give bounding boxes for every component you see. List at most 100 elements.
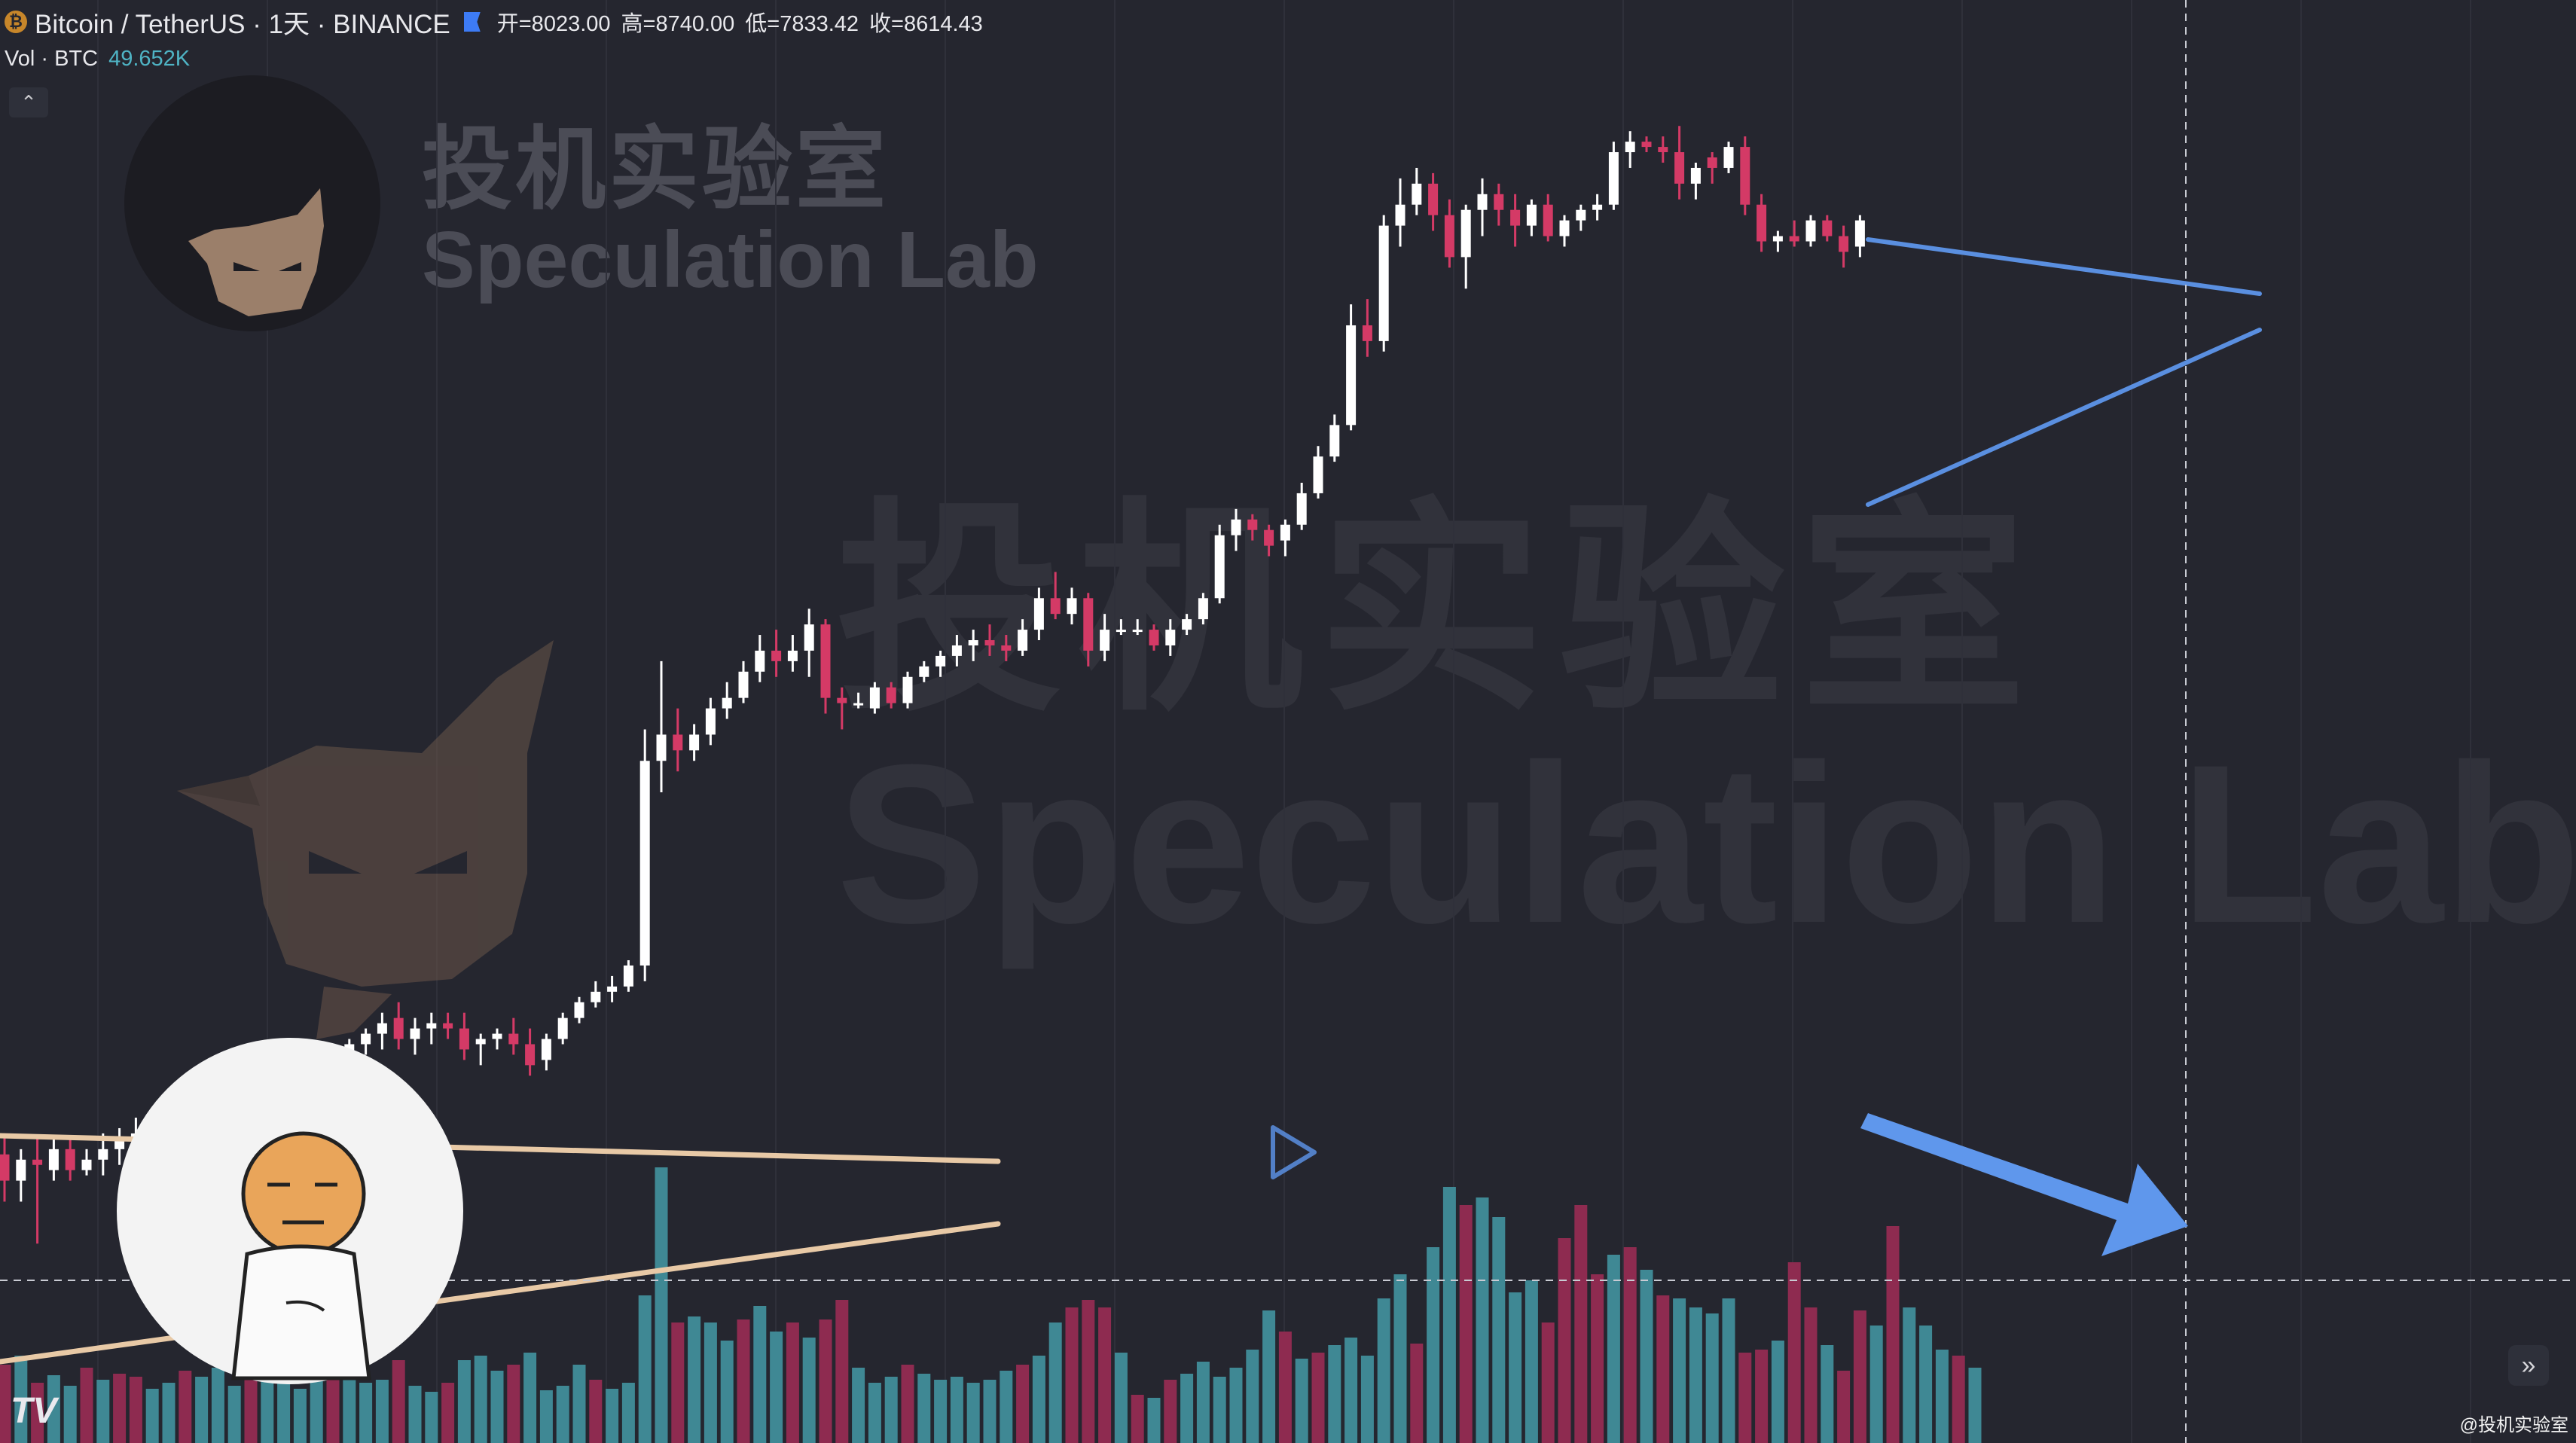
triangle-lower-line: [1866, 328, 2262, 507]
volume-bar: [983, 1380, 997, 1443]
candle-body: [1018, 630, 1028, 651]
candle: [1231, 508, 1241, 551]
symbol-header[interactable]: ₿ Bitcoin / TetherUS · 1天 · BINANCE 开=80…: [5, 3, 983, 41]
candle-body: [1658, 147, 1668, 153]
candle: [1067, 587, 1077, 625]
volume-bar: [523, 1353, 537, 1443]
flag-icon[interactable]: [463, 12, 481, 32]
candle-body: [1247, 519, 1258, 530]
candle: [771, 630, 782, 677]
candle: [1690, 162, 1701, 200]
volume-bar: [1065, 1307, 1079, 1443]
candle-body: [1165, 630, 1176, 645]
candle: [886, 682, 896, 709]
volume-bar: [31, 1383, 44, 1443]
volume-bar: [1673, 1298, 1686, 1443]
volume-bar: [1196, 1362, 1210, 1443]
candle-body: [1412, 183, 1422, 205]
volume-bar: [1442, 1187, 1456, 1443]
ohlc-low: 低=7833.42: [745, 12, 859, 36]
volume-bar: [261, 1380, 274, 1443]
cat-mascot-icon: [177, 640, 554, 1039]
volume-bar: [1229, 1368, 1243, 1443]
candle: [820, 619, 831, 714]
volume-bar: [14, 1356, 28, 1443]
volume-legend[interactable]: Vol · BTC 49.652K: [5, 47, 190, 72]
volume-bar: [227, 1386, 241, 1443]
volume-bar: [1689, 1307, 1702, 1443]
volume-bar: [1722, 1298, 1735, 1443]
candle: [1001, 635, 1012, 661]
candle: [1772, 230, 1783, 252]
channel-lower-line: [0, 1221, 1001, 1365]
volume-bar: [819, 1319, 832, 1443]
candle: [869, 682, 880, 714]
volume-bar: [96, 1380, 110, 1443]
candle: [525, 1028, 536, 1076]
volume-bar: [1952, 1356, 1965, 1443]
candle: [1149, 624, 1159, 651]
volume-bar: [589, 1380, 603, 1443]
volume-bar: [901, 1365, 914, 1443]
candle-body: [837, 697, 847, 703]
candle-body: [410, 1028, 420, 1039]
candle: [1033, 587, 1044, 641]
play-icon: [1271, 1125, 1317, 1179]
candle: [1313, 446, 1323, 499]
candle-body: [1132, 630, 1143, 633]
candle-body: [1280, 524, 1290, 541]
candle: [1116, 619, 1126, 636]
volume-bar: [1476, 1197, 1489, 1443]
candle-body: [1460, 209, 1471, 258]
candle: [410, 1017, 420, 1055]
candle-body: [1805, 220, 1816, 242]
candle-body: [1789, 236, 1799, 242]
candle-body: [1526, 204, 1537, 226]
volume-value: 49.652K: [108, 47, 191, 71]
volume-bar: [1082, 1300, 1095, 1443]
volume-bar: [556, 1386, 569, 1443]
volume-bar: [1804, 1307, 1818, 1443]
watermark-large: 投机实验室 Speculation Lab: [836, 490, 2576, 956]
volume-bar: [835, 1300, 849, 1443]
candle: [1198, 593, 1208, 625]
candle-body: [902, 676, 913, 703]
candle-body: [1477, 194, 1488, 210]
candle: [1757, 194, 1767, 252]
candle-body: [1444, 215, 1454, 258]
candle: [951, 635, 962, 667]
volume-bar: [343, 1371, 356, 1443]
volume-bar: [244, 1378, 258, 1443]
candle-body: [1001, 645, 1012, 651]
chevron-double-right-icon[interactable]: »: [2508, 1345, 2549, 1386]
volume-bar: [1246, 1350, 1259, 1443]
candle-body: [1395, 204, 1406, 226]
volume-bar: [1114, 1353, 1128, 1443]
candle-body: [1067, 598, 1077, 615]
candle-body: [475, 1039, 486, 1045]
volume-bar: [884, 1377, 898, 1443]
candle-body: [1313, 456, 1323, 493]
candle: [623, 960, 633, 992]
volume-bar: [425, 1392, 438, 1443]
volume-bar: [1000, 1371, 1013, 1443]
credit-text: @投机实验室: [2459, 1415, 2568, 1435]
volume-bar: [1738, 1353, 1752, 1443]
volume-bars: [0, 1167, 1982, 1443]
candle-body: [1050, 598, 1061, 615]
tradingview-logo-icon[interactable]: TV: [11, 1391, 57, 1431]
volume-bar: [868, 1383, 881, 1443]
candle: [1428, 172, 1439, 231]
candle-body: [1296, 493, 1307, 525]
candle-body: [1543, 204, 1553, 236]
volume-bar: [1131, 1395, 1144, 1443]
candle-body: [886, 687, 896, 703]
candle: [919, 660, 929, 682]
symbol-title[interactable]: Bitcoin / TetherUS · 1天 · BINANCE: [35, 9, 450, 39]
chevron-up-icon[interactable]: ⌃: [9, 87, 48, 117]
volume-bar: [375, 1380, 389, 1443]
volume-bar: [770, 1332, 783, 1443]
volume-bar: [720, 1341, 734, 1443]
